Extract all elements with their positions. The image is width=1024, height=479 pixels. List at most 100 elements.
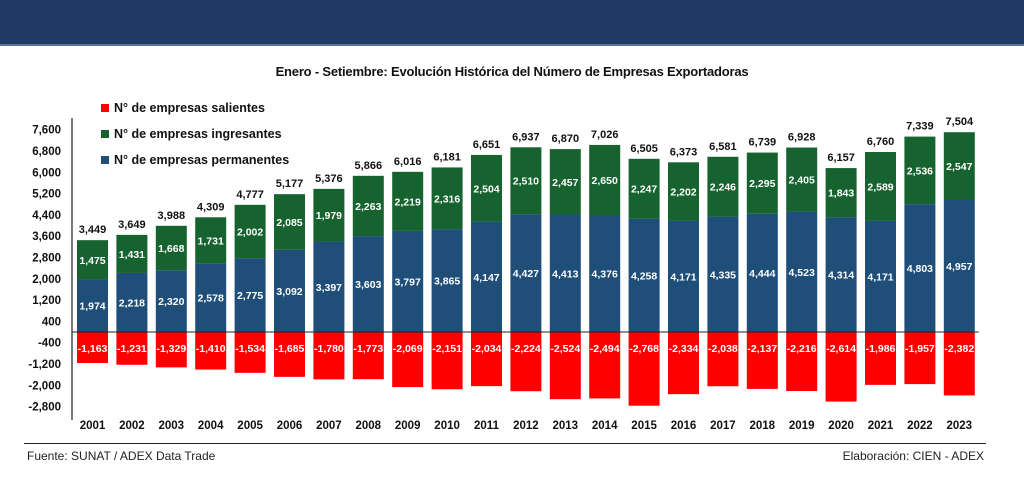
bar-salientes bbox=[746, 332, 778, 389]
label-salientes: -2,614 bbox=[826, 343, 856, 355]
x-tick-label: 2001 bbox=[80, 420, 106, 432]
bar-salientes bbox=[707, 332, 739, 387]
label-salientes: -2,137 bbox=[747, 343, 777, 355]
label-salientes: -1,957 bbox=[905, 343, 935, 355]
bar-salientes bbox=[77, 332, 108, 363]
data-labels-layer: 1,974 1,475 -1,163 3,449 2,218 1,431 -1,231 3,6… bbox=[78, 116, 975, 355]
bar-ingresantes bbox=[746, 152, 778, 214]
label-salientes: -1,986 bbox=[866, 343, 896, 355]
label-permanentes: 2,775 bbox=[237, 290, 263, 302]
label-permanentes: 4,376 bbox=[592, 269, 618, 281]
y-tick-label: 2,800 bbox=[32, 252, 61, 264]
bar-salientes bbox=[234, 332, 266, 373]
label-total: 6,181 bbox=[433, 151, 461, 163]
label-permanentes: 3,092 bbox=[276, 286, 302, 298]
x-tick-label: 2015 bbox=[631, 420, 657, 432]
bar-ingresantes bbox=[155, 225, 187, 271]
legend-label: N° de empresas salientes bbox=[114, 101, 265, 115]
x-tick-label: 2009 bbox=[395, 420, 421, 432]
legend: N° de empresas salientes N° de empresas … bbox=[101, 95, 289, 173]
x-tick-label: 2017 bbox=[710, 420, 736, 432]
label-salientes: -2,151 bbox=[432, 343, 462, 355]
label-permanentes: 3,797 bbox=[395, 276, 421, 288]
bar-salientes bbox=[352, 332, 384, 380]
label-total: 6,581 bbox=[709, 141, 737, 153]
x-tick-label: 2013 bbox=[553, 420, 579, 432]
bars-layer bbox=[77, 132, 975, 406]
label-salientes: -1,534 bbox=[235, 343, 265, 355]
bar-permanentes bbox=[943, 200, 975, 332]
label-ingresantes: 2,002 bbox=[237, 226, 263, 238]
bar-salientes bbox=[549, 332, 581, 400]
label-permanentes: 3,865 bbox=[434, 276, 460, 288]
x-tick-label: 2016 bbox=[671, 420, 697, 432]
bar-ingresantes bbox=[510, 147, 542, 215]
label-permanentes: 4,335 bbox=[710, 269, 736, 281]
label-total: 5,376 bbox=[315, 173, 343, 185]
bar-salientes bbox=[589, 332, 621, 399]
credit-note: Elaboración: CIEN - ADEX bbox=[842, 449, 984, 463]
label-total: 6,739 bbox=[749, 137, 777, 149]
bar-permanentes bbox=[471, 221, 502, 332]
label-ingresantes: 2,650 bbox=[592, 175, 618, 187]
bar-ingresantes bbox=[904, 136, 936, 205]
label-ingresantes: 2,547 bbox=[946, 161, 972, 173]
bar-salientes bbox=[195, 332, 227, 370]
label-total: 4,777 bbox=[236, 189, 264, 201]
label-permanentes: 3,603 bbox=[355, 279, 381, 291]
label-salientes: -1,780 bbox=[314, 343, 344, 355]
legend-label: N° de empresas permanentes bbox=[114, 153, 290, 167]
label-total: 6,157 bbox=[827, 152, 855, 164]
bar-salientes bbox=[510, 332, 542, 392]
label-total: 3,988 bbox=[158, 210, 186, 222]
label-total: 6,016 bbox=[394, 156, 422, 168]
label-total: 6,937 bbox=[512, 131, 540, 143]
bar-ingresantes bbox=[865, 152, 896, 221]
bar-salientes bbox=[628, 332, 660, 406]
bar-ingresantes bbox=[195, 217, 227, 264]
label-total: 7,339 bbox=[906, 121, 934, 133]
bar-salientes bbox=[155, 332, 187, 368]
footer-divider bbox=[24, 443, 986, 444]
bar-permanentes bbox=[825, 217, 857, 332]
label-ingresantes: 1,731 bbox=[198, 235, 224, 247]
bar-ingresantes bbox=[825, 168, 857, 218]
y-tick-label: 6,000 bbox=[32, 167, 61, 179]
y-tick-label: 2,000 bbox=[32, 274, 61, 286]
label-permanentes: 4,314 bbox=[828, 270, 854, 282]
y-tick-label: -2,800 bbox=[28, 402, 61, 414]
label-salientes: -2,494 bbox=[590, 343, 620, 355]
bar-ingresantes bbox=[628, 158, 660, 219]
label-salientes: -1,163 bbox=[78, 343, 108, 355]
label-total: 3,649 bbox=[118, 219, 146, 231]
x-tick-label: 2010 bbox=[434, 420, 460, 432]
label-ingresantes: 2,510 bbox=[513, 176, 539, 188]
bar-permanentes bbox=[628, 218, 660, 332]
label-permanentes: 4,171 bbox=[670, 271, 696, 283]
label-total: 3,449 bbox=[79, 224, 107, 236]
label-ingresantes: 2,504 bbox=[473, 183, 499, 195]
label-ingresantes: 1,475 bbox=[79, 255, 105, 267]
label-ingresantes: 2,263 bbox=[355, 201, 381, 213]
label-permanentes: 4,427 bbox=[513, 268, 539, 280]
bar-ingresantes bbox=[707, 156, 739, 217]
label-ingresantes: 1,431 bbox=[119, 249, 145, 261]
label-permanentes: 4,258 bbox=[631, 270, 657, 282]
label-ingresantes: 1,979 bbox=[316, 210, 342, 222]
bar-salientes bbox=[825, 332, 857, 402]
bar-ingresantes bbox=[116, 234, 148, 273]
bar-permanentes bbox=[746, 213, 778, 332]
label-permanentes: 4,171 bbox=[867, 271, 893, 283]
label-permanentes: 4,413 bbox=[552, 268, 578, 280]
label-total: 6,928 bbox=[788, 132, 816, 144]
label-total: 5,866 bbox=[355, 160, 383, 172]
y-tick-label: 5,200 bbox=[32, 189, 61, 201]
x-tick-label: 2008 bbox=[356, 420, 382, 432]
label-ingresantes: 2,295 bbox=[749, 178, 775, 190]
bar-permanentes bbox=[77, 279, 108, 332]
label-salientes: -2,069 bbox=[393, 343, 423, 355]
y-tick-label: -1,200 bbox=[28, 359, 61, 371]
x-tick-label: 2004 bbox=[198, 420, 224, 432]
bar-salientes bbox=[865, 332, 896, 385]
